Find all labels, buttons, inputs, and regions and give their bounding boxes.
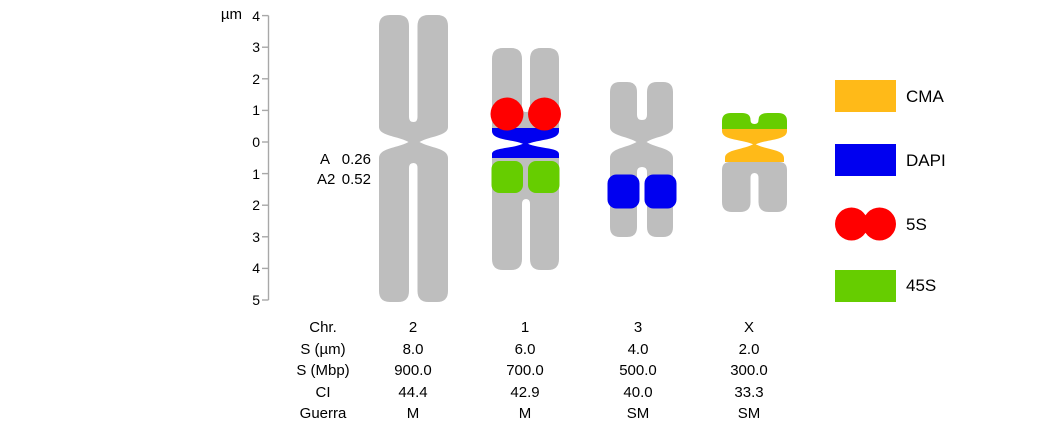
mark-DAPI-chr3-right	[644, 174, 677, 209]
table-cell: 500.0	[619, 362, 657, 379]
legend-swatches	[835, 80, 896, 302]
asymmetry-a-label: A	[320, 151, 331, 168]
mark-DAPI-chr1-bottom	[492, 142, 559, 158]
legend-label-5s: 5S	[906, 215, 927, 234]
table-cell: 33.3	[734, 383, 764, 401]
table-cell: 300.0	[730, 362, 768, 379]
table-row-label: Guerra	[299, 405, 347, 422]
mark-5S-chr1-left	[490, 97, 524, 131]
table-cell: M	[518, 405, 532, 422]
legend-label-cma: CMA	[906, 87, 944, 106]
legend-label-45s: 45S	[906, 276, 937, 295]
table-column-chr1: 1 6.0 700.0 42.9 M	[460, 317, 590, 425]
table-cell: 42.9	[510, 383, 540, 401]
axis-tick-label: 5	[252, 292, 260, 308]
table-cell: SM	[737, 405, 761, 422]
axis-tick-label: 0	[252, 134, 260, 150]
legend-swatch-cma	[835, 80, 896, 112]
table-cell: M	[406, 405, 420, 422]
table-cell: 40.0	[623, 383, 653, 401]
table-row-label: S (Mbp)	[296, 362, 350, 379]
legend-swatch-45s	[835, 270, 896, 302]
axis-tick-label: 1	[252, 102, 260, 118]
axis-tick-label: 3	[252, 229, 260, 245]
chromosome-3-long-arms	[610, 142, 673, 237]
mark-45S-chr1-right	[528, 161, 560, 193]
axis-tick-label: 4	[252, 260, 260, 276]
asymmetry-a2-label: A2	[317, 171, 336, 188]
asymmetry-a-value: 0.26	[341, 151, 371, 168]
table-column-chr2: 2 8.0 900.0 44.4 M	[348, 317, 478, 425]
mark-5S-chr1-right	[528, 97, 561, 131]
table-cell: 3	[633, 319, 643, 336]
axis-tick-label: 3	[252, 39, 260, 55]
table-cell: 1	[520, 319, 530, 336]
mark-DAPI-chr3-left	[607, 174, 640, 209]
axis-tick-label: 2	[252, 197, 260, 213]
table-column-chrx: X 2.0 300.0 33.3 SM	[684, 317, 814, 425]
mark-45S-chrX-cap	[722, 113, 787, 129]
asymmetry-a2-value: 0.52	[341, 171, 371, 188]
axis-unit-label: µm	[220, 6, 242, 23]
mark-CMA-chrX-bottom	[725, 143, 784, 162]
table-cell: 700.0	[506, 362, 544, 379]
table-cell: 2.0	[738, 340, 760, 358]
legend-label-dapi: DAPI	[906, 151, 946, 170]
mark-45S-chr1-left	[491, 161, 523, 193]
table-row-label: Chr.	[309, 319, 337, 336]
table-row-labels: Chr. S (µm) S (Mbp) CI Guerra	[258, 317, 388, 425]
table-cell: 44.4	[398, 383, 428, 401]
chromosome-3	[607, 82, 677, 237]
table-cell: 6.0	[514, 340, 536, 358]
table-cell: 2	[408, 319, 418, 336]
legend-swatch-5s-right	[863, 207, 896, 241]
chromosome-2	[379, 15, 448, 302]
table-cell: 4.0	[627, 340, 649, 358]
table-row-label: S (µm)	[300, 340, 346, 358]
table-cell: 8.0	[402, 340, 424, 358]
chromosome-2-long-arms	[379, 142, 448, 302]
table-row-label: CI	[315, 383, 331, 401]
axis-tick-label: 4	[252, 8, 260, 24]
chromosome-x-long-arms	[722, 162, 787, 212]
table-cell: SM	[626, 405, 650, 422]
chromosome-2-short-arms	[379, 15, 448, 142]
axis-tick-label: 1	[252, 166, 260, 182]
legend-swatch-dapi	[835, 144, 896, 176]
legend-swatch-5s-left	[835, 207, 868, 241]
mark-CMA-chrX-top	[722, 129, 787, 145]
mark-DAPI-chr1-top	[492, 128, 559, 145]
micron-axis	[262, 14, 270, 301]
axis-tick-label: 2	[252, 71, 260, 87]
chromosome-3-short-arms	[610, 82, 673, 142]
table-cell: 900.0	[394, 362, 432, 379]
table-cell: X	[743, 319, 754, 336]
table-column-chr3: 3 4.0 500.0 40.0 SM	[573, 317, 703, 425]
chromosome-1	[490, 48, 561, 270]
chromosome-x	[722, 113, 787, 212]
